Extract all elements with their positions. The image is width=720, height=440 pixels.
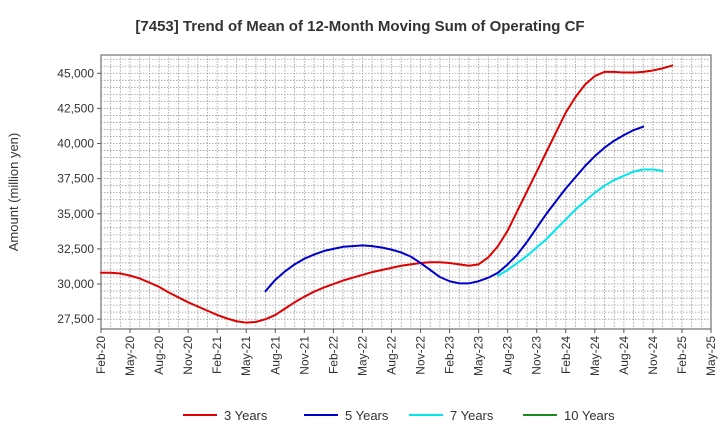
x-tick-label: Feb-21 [210,336,224,374]
chart-title: [7453] Trend of Mean of 12-Month Moving … [135,18,584,35]
series-line-7-years [496,168,664,277]
series-line-5-years [264,125,645,293]
x-tick-label: Nov-21 [297,336,311,375]
legend-label-7-years: 7 Years [450,408,494,423]
y-axis-ticks: 27,500 30,000 32,500 35,000 37,500 40,000 42,5… [57,66,101,326]
y-axis-label: Amount (million yen) [6,133,21,252]
y-tick-label: 37,500 [57,172,94,186]
x-tick-label: May-22 [355,336,369,376]
x-tick-label: Feb-22 [326,336,340,374]
y-tick-label: 42,500 [57,101,94,115]
legend-label-3-years: 3 Years [224,408,268,423]
y-tick-label: 32,500 [57,242,94,256]
x-tick-label: May-23 [472,336,486,376]
x-tick-label: Nov-22 [414,336,428,375]
y-tick-label: 35,000 [57,207,94,221]
x-tick-label: Nov-23 [530,336,544,375]
series-layer [100,64,674,324]
x-tick-label: May-24 [588,336,602,376]
y-tick-label: 40,000 [57,137,94,151]
x-axis-ticks: Feb-20 May-20 Aug-20 Nov-20 Feb-21 May-21 Aug-… [94,329,718,376]
x-tick-label: Aug-20 [152,336,166,375]
y-tick-label: 30,000 [57,277,94,291]
x-tick-label: Nov-20 [181,336,195,375]
x-tick-label: May-25 [704,336,718,376]
x-tick-label: Nov-24 [646,336,660,375]
x-tick-label: May-21 [239,336,253,376]
x-tick-label: Aug-23 [501,336,515,375]
y-tick-label: 45,000 [57,66,94,80]
x-tick-label: Aug-21 [268,336,282,375]
x-tick-label: Feb-24 [559,336,573,374]
legend-label-10-years: 10 Years [564,408,615,423]
x-tick-label: May-20 [123,336,137,376]
y-tick-label: 27,500 [57,312,94,326]
plot-area [100,54,712,330]
series-line-3-years [100,64,674,324]
legend-label-5-years: 5 Years [345,408,389,423]
x-tick-label: Feb-23 [443,336,457,374]
x-tick-label: Feb-25 [675,336,689,374]
x-tick-label: Aug-22 [384,336,398,375]
x-tick-label: Aug-24 [617,336,631,375]
x-tick-label: Feb-20 [94,336,108,374]
legend: 3 Years 5 Years 7 Years 10 Years [183,408,615,423]
